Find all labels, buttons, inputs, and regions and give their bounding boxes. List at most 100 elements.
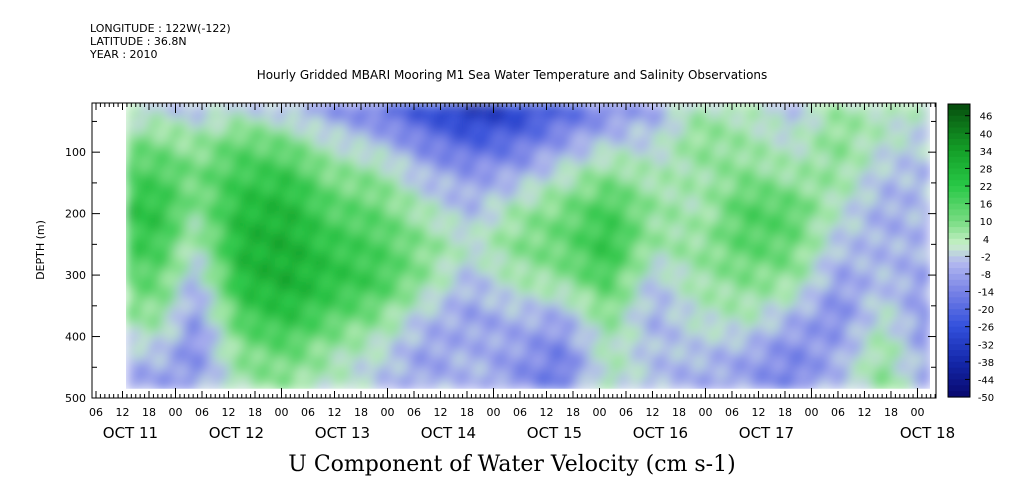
heatmap-cell [776,124,785,133]
heatmap-cell [644,167,654,176]
heatmap-cell [367,188,376,197]
heatmap-cell [754,381,763,390]
heatmap-cell [754,124,763,133]
heatmap-cell [849,124,858,133]
heatmap-cell [659,317,668,326]
heatmap-cell [732,374,741,383]
heatmap-cell [126,310,135,319]
heatmap-cell [345,238,354,247]
heatmap-cell [184,353,193,362]
heatmap-cell [162,181,171,190]
heatmap-cell [433,367,442,376]
heatmap-cell [535,281,544,290]
heatmap-cell [652,138,661,147]
heatmap-cell [681,181,690,190]
heatmap-cell [593,345,603,354]
heatmap-cell [323,203,332,212]
heatmap-cell [433,167,442,176]
x-hour-label: 18 [460,406,474,419]
heatmap-cell [703,303,712,312]
heatmap-cell [301,274,310,283]
heatmap-cell [703,138,712,147]
heatmap-cell [352,260,361,269]
heatmap-cell [235,353,244,362]
heatmap-cell [286,110,296,119]
heatmap-cell [835,317,844,326]
heatmap-cell [338,195,347,204]
heatmap-cell [425,338,434,347]
heatmap-cell [191,374,201,383]
heatmap-cell [235,360,244,369]
heatmap-cell [520,267,529,276]
heatmap-cell [732,345,741,354]
heatmap-cell [601,295,610,304]
heatmap-cell [740,188,749,197]
heatmap-cell [783,103,793,112]
heatmap-cell [725,153,734,162]
heatmap-cell [140,381,149,390]
heatmap-cell [367,110,376,119]
heatmap-cell [520,260,529,269]
heatmap-cell [272,224,281,233]
heatmap-cell [147,367,157,376]
heatmap-cell [250,117,259,126]
heatmap-cell [681,117,690,126]
heatmap-cell [864,353,873,362]
heatmap-cell [279,217,288,226]
heatmap-cell [301,253,310,262]
heatmap-cell [126,353,135,362]
heatmap-cell [184,360,193,369]
heatmap-cell [359,274,369,283]
heatmap-cell [549,281,559,290]
heatmap-cell [206,317,215,326]
heatmap-cell [528,274,537,283]
heatmap-cell [630,167,639,176]
heatmap-cell [228,367,237,376]
heatmap-cell [637,274,646,283]
heatmap-cell [272,117,281,126]
heatmap-cell [893,295,902,304]
heatmap-cell [571,138,581,147]
heatmap-cell [454,188,464,197]
heatmap-cell [922,103,931,112]
heatmap-cell [593,281,603,290]
heatmap-cell [338,131,347,140]
heatmap-cell [169,238,179,247]
heatmap-cell [506,210,515,219]
heatmap-cell [776,224,785,233]
heatmap-cell [593,303,603,312]
heatmap-cell [674,117,683,126]
heatmap-cell [674,195,683,204]
heatmap-cell [491,295,500,304]
heatmap-cell [396,195,405,204]
heatmap-cell [418,288,427,297]
heatmap-cell [842,374,851,383]
heatmap-cell [769,324,778,333]
heatmap-cell [242,353,252,362]
heatmap-cell [549,160,559,169]
heatmap-cell [725,374,734,383]
heatmap-cell [856,288,866,297]
heatmap-cell [608,338,617,347]
heatmap-cell [250,138,259,147]
heatmap-cell [732,253,741,262]
colorbar-band [948,174,970,181]
heatmap-cell [126,110,135,119]
heatmap-cell [535,310,544,319]
heatmap-cell [791,217,800,226]
heatmap-cell [637,317,646,326]
heatmap-cell [338,288,347,297]
heatmap-cell [169,245,179,254]
heatmap-cell [140,331,149,340]
heatmap-cell [191,174,201,183]
heatmap-cell [235,103,244,112]
heatmap-cell [206,124,215,133]
colorbar-band [948,115,970,123]
heatmap-cell [893,110,902,119]
heatmap-cell [199,331,208,340]
heatmap-cell [213,231,222,240]
heatmap-cell [126,324,135,333]
heatmap-cell [418,245,427,254]
heatmap-cell [652,295,661,304]
heatmap-cell [440,224,449,233]
